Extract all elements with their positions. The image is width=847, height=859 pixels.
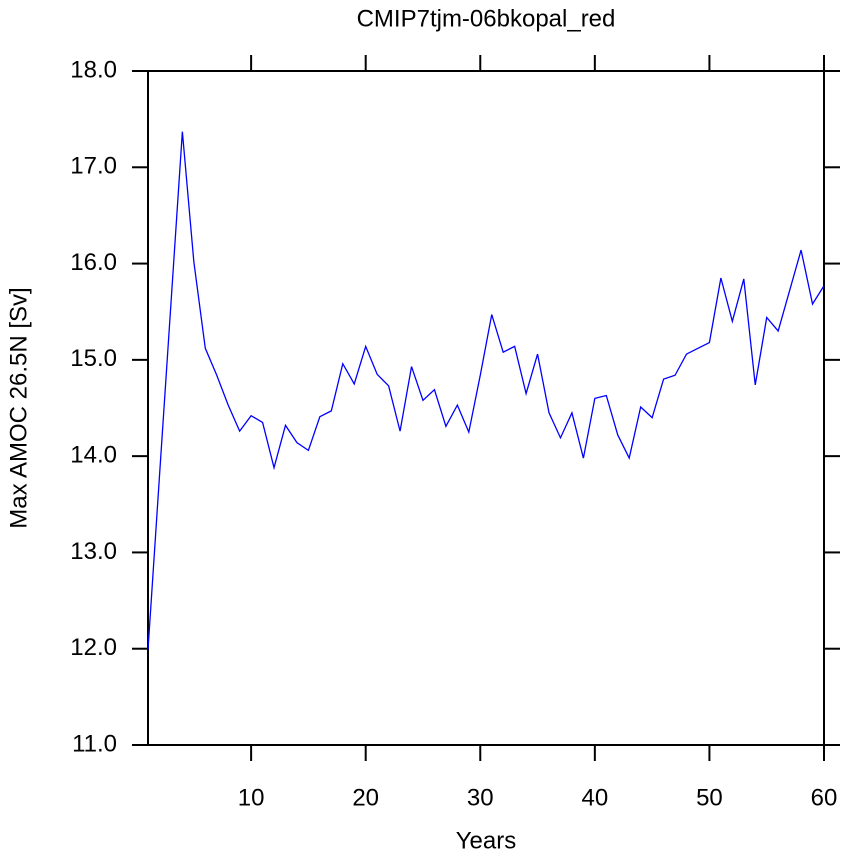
y-tick-label: 14.0: [70, 441, 117, 468]
plot-frame: [147, 70, 825, 746]
x-axis-label: Years: [456, 827, 517, 854]
x-tick-label: 30: [467, 784, 494, 811]
x-tick-label: 40: [581, 784, 608, 811]
y-tick-label: 17.0: [70, 153, 117, 180]
chart-title: CMIP7tjm-06bkopal_red: [357, 5, 616, 32]
x-tick-label: 20: [352, 784, 379, 811]
y-tick-label: 18.0: [70, 56, 117, 83]
x-tick-label: 60: [811, 784, 838, 811]
x-tick-label: 10: [238, 784, 265, 811]
data-line: [147, 131, 825, 650]
y-tick-label: 15.0: [70, 345, 117, 372]
y-axis-label: Max AMOC 26.5N [Sv]: [5, 287, 32, 528]
y-tick-label: 16.0: [70, 249, 117, 276]
y-tick-label: 11.0: [72, 730, 117, 757]
x-tick-label: 50: [696, 784, 723, 811]
y-tick-label: 13.0: [70, 538, 117, 565]
y-tick-label: 12.0: [70, 634, 117, 661]
